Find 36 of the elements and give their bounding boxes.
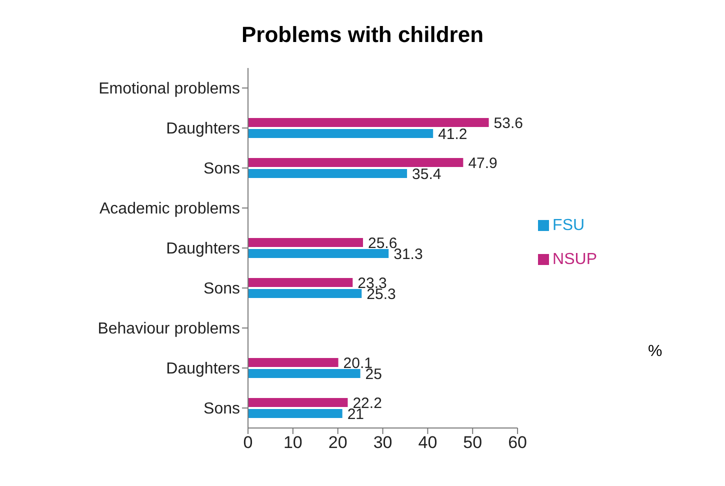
y-tick-label: Emotional problems (98, 80, 240, 98)
data-label: 53.6 (494, 114, 523, 132)
x-tick-label: 10 (283, 433, 302, 452)
y-tick-label: Sons (204, 280, 240, 298)
x-tick-label: 20 (328, 433, 348, 452)
bar (248, 129, 434, 138)
x-tick-label: 0 (243, 433, 253, 452)
y-tick-label: Behaviour problems (98, 320, 240, 338)
bar (248, 409, 342, 418)
bar (248, 118, 489, 127)
y-tick-label: Academic problems (100, 200, 240, 218)
data-label: 41.2 (438, 126, 468, 143)
bar (248, 158, 464, 167)
bar (248, 398, 348, 407)
legend-label: FSU (552, 217, 585, 234)
data-label: 35.4 (412, 166, 442, 183)
x-tick-label: 60 (508, 433, 528, 452)
y-tick-label: Daughters (166, 360, 240, 378)
bar (248, 369, 360, 378)
y-tick-label: Sons (204, 160, 240, 178)
y-tick-label: Sons (204, 400, 240, 418)
legend-label: NSUP (552, 251, 597, 268)
bar (248, 278, 353, 287)
bar (248, 238, 364, 247)
bar (248, 289, 362, 298)
text: % (648, 343, 662, 361)
x-tick-label: 40 (418, 433, 438, 452)
chart-title: Problems with children (241, 22, 484, 47)
bar (248, 249, 389, 258)
bar (248, 169, 408, 178)
y-tick-label: Daughters (166, 120, 240, 138)
x-tick-label: 50 (463, 433, 482, 452)
bar (248, 358, 338, 367)
y-tick-label: Daughters (166, 240, 240, 258)
x-tick-label: 30 (373, 433, 392, 452)
data-label: 47.9 (468, 154, 498, 172)
